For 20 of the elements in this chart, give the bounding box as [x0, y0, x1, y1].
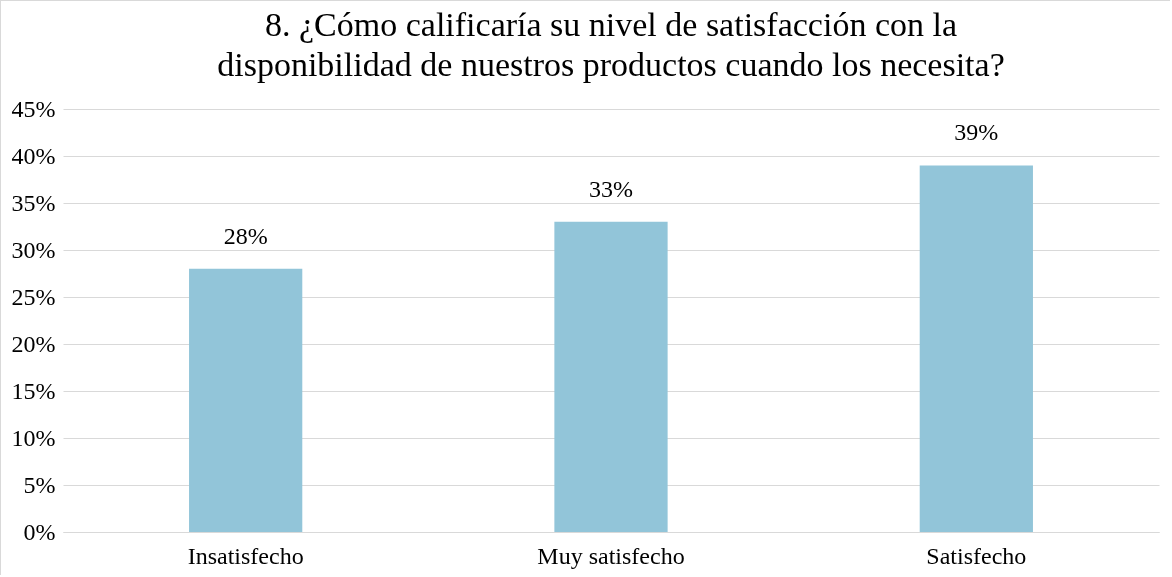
y-tick-label: 15%: [11, 377, 56, 404]
y-tick-label: 0%: [23, 518, 56, 545]
x-tick-label: Muy satisfecho: [537, 542, 685, 569]
y-tick-label: 30%: [11, 236, 56, 263]
data-label: 28%: [223, 222, 268, 249]
data-label: 33%: [589, 175, 633, 202]
y-tick-label: 35%: [11, 189, 56, 216]
y-tick-label: 45%: [11, 95, 56, 122]
data-label: 39%: [954, 119, 999, 146]
y-tick-label: 20%: [11, 330, 56, 357]
y-tick-label: 5%: [23, 471, 56, 498]
y-tick-label: 10%: [11, 424, 56, 451]
x-tick-label: Insatisfecho: [187, 542, 304, 569]
bar: [919, 165, 1033, 532]
y-tick-label: 25%: [11, 283, 56, 310]
bar: [554, 221, 668, 532]
y-tick-label: 40%: [11, 142, 56, 169]
bar: [189, 268, 303, 532]
x-tick-label: Satisfecho: [926, 542, 1027, 569]
chart-title: 8. ¿Cómo calificaría su nivel de satisfacción con la disponibilidad de nuestros productos cuando los necesita?: [217, 6, 1005, 83]
